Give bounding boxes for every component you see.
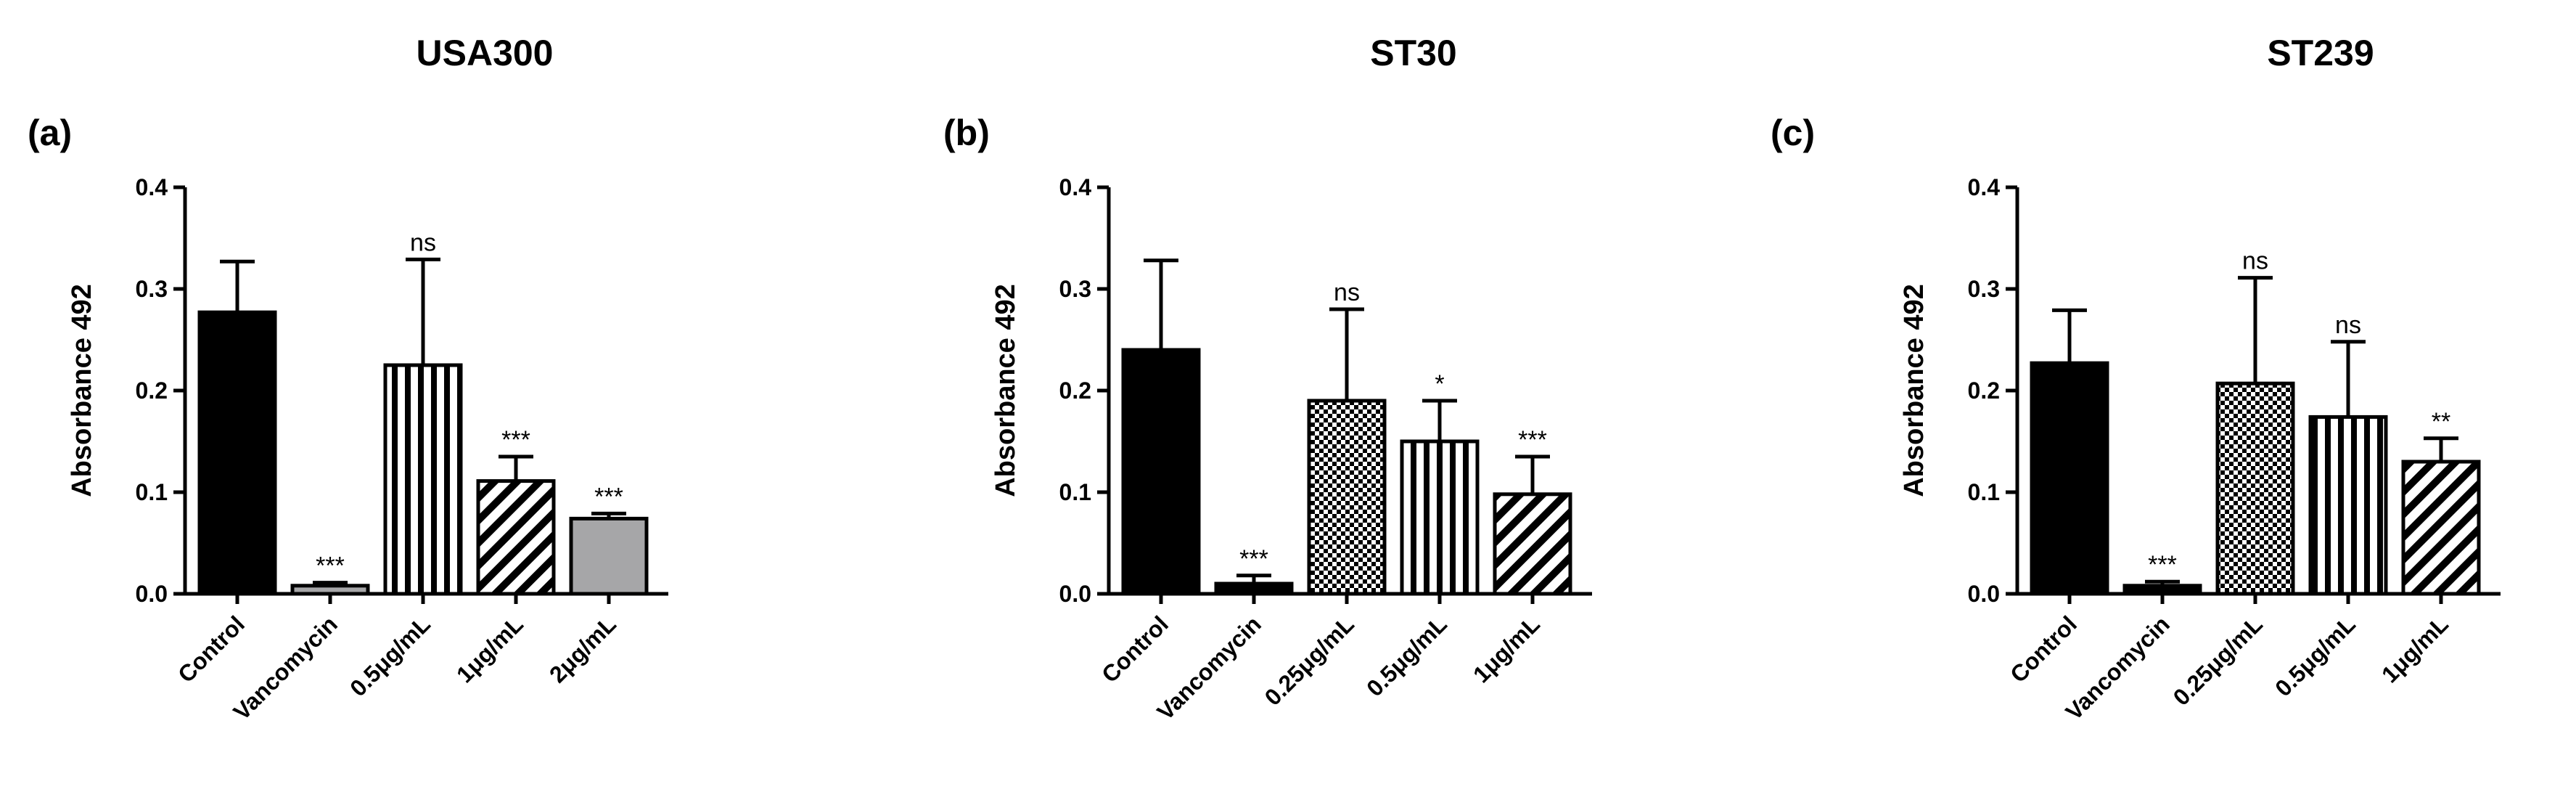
bar [2215, 381, 2295, 596]
x-tick-label: 0.25μg/mL [1260, 611, 1359, 710]
chart-panel-a: (a) USA300 0.0 0.1 0.2 0.3 0.4 Absorbance 492… [28, 33, 668, 725]
bar [383, 363, 463, 596]
x-tick-label: 0.25μg/mL [2168, 611, 2268, 710]
y-tick-label: 0.4 [1968, 174, 2001, 200]
x-tick-label: 1μg/mL [1468, 611, 1545, 687]
x-tick-label: Control [173, 611, 250, 687]
panel-label: (b) [943, 113, 990, 153]
bar [2122, 584, 2202, 596]
bar [476, 479, 556, 596]
significance-label: ns [2335, 311, 2361, 339]
bar [290, 584, 370, 596]
panel-label: (a) [28, 113, 72, 153]
significance-label: *** [594, 483, 623, 510]
significance-label: * [1435, 370, 1444, 398]
bar [1400, 439, 1480, 596]
y-tick-label: 0.1 [1968, 479, 2000, 505]
y-tick-label: 0.1 [136, 479, 168, 505]
y-axis-label: Absorbance 492 [990, 284, 1021, 497]
y-axis-label: Absorbance 492 [67, 284, 97, 497]
significance-label: ns [410, 229, 436, 256]
chart-title: ST239 [2267, 33, 2374, 73]
y-tick-label: 0.2 [1059, 377, 1091, 404]
x-tick-label: 0.5μg/mL [345, 611, 435, 701]
bar [2308, 415, 2388, 596]
x-tick-label: 0.5μg/mL [2270, 611, 2360, 701]
significance-label: *** [501, 426, 530, 454]
significance-label: *** [1518, 426, 1547, 454]
x-tick-label: 1μg/mL [2376, 611, 2453, 687]
significance-label: *** [2148, 551, 2177, 579]
significance-label: ** [2432, 408, 2450, 436]
bar [1307, 399, 1387, 596]
significance-label: *** [1239, 545, 1268, 573]
bar [2401, 460, 2481, 596]
y-tick-label: 0.0 [1059, 581, 1091, 607]
y-tick-label: 0.2 [1968, 377, 2000, 404]
bar [1493, 492, 1572, 596]
bar [197, 310, 277, 596]
bar [569, 516, 649, 596]
y-tick-label: 0.2 [136, 377, 168, 404]
y-tick-label: 0.0 [136, 581, 168, 607]
x-tick-label: Control [1096, 611, 1173, 687]
bar [2030, 361, 2109, 596]
significance-label: *** [316, 552, 345, 580]
chart-title: USA300 [417, 33, 554, 73]
bar [1121, 348, 1201, 596]
bar [1214, 581, 1294, 596]
y-tick-label: 0.4 [136, 174, 168, 200]
panel-label: (c) [1771, 113, 1815, 153]
significance-label: ns [2242, 248, 2268, 275]
y-axis-label: Absorbance 492 [1899, 284, 1929, 497]
x-tick-label: Control [2005, 611, 2082, 687]
x-tick-label: 0.5μg/mL [1361, 611, 1452, 701]
chart-title: ST30 [1370, 33, 1457, 73]
chart-panel-b: (b) ST30 0.0 0.1 0.2 0.3 0.4 Absorbance 492 Co… [943, 33, 1592, 725]
significance-label: ns [1334, 279, 1360, 306]
y-tick-label: 0.3 [136, 276, 168, 302]
y-tick-label: 0.3 [1968, 276, 2000, 302]
y-tick-label: 0.4 [1059, 174, 1092, 200]
x-tick-label: 1μg/mL [451, 611, 528, 687]
y-tick-label: 0.1 [1059, 479, 1091, 505]
y-tick-label: 0.3 [1059, 276, 1091, 302]
y-tick-label: 0.0 [1968, 581, 2000, 607]
x-tick-label: 2μg/mL [544, 611, 621, 687]
chart-panel-c: (c) ST239 0.0 0.1 0.2 0.3 0.4 Absorbance 492 C… [1771, 33, 2501, 725]
